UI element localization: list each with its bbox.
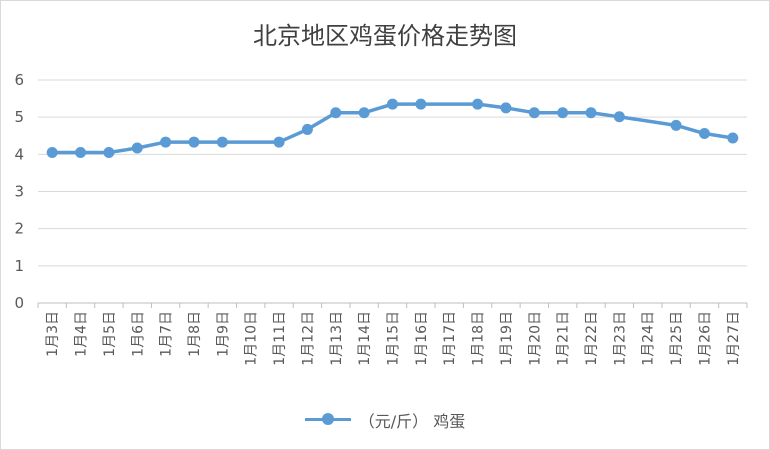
x-axis-ticks: 1月3日 1月4日 1月5日 1月6日 1月7日 1月8日 1月9日 1月10日 1月11日 1月… (45, 311, 742, 366)
x-tick-label: 1月26日 (697, 311, 713, 366)
grid-layer (37, 79, 748, 308)
x-tick-label: 1月7日 (159, 311, 175, 357)
x-tick-label: 1月25日 (669, 311, 685, 366)
x-tick-label: 1月11日 (272, 311, 288, 366)
data-point (557, 107, 569, 119)
data-point (75, 146, 87, 158)
x-tick-label: 1月8日 (187, 311, 203, 357)
x-tick-label: 1月17日 (442, 311, 458, 366)
data-point (500, 102, 512, 114)
x-tick-label: 1月14日 (357, 311, 373, 366)
data-point (216, 136, 228, 148)
y-tick-label: 0 (14, 294, 24, 312)
y-tick-label: 6 (14, 71, 24, 89)
y-tick-label: 4 (14, 145, 24, 163)
data-point (103, 146, 115, 158)
x-tick-label: 1月6日 (130, 311, 146, 357)
x-tick-label: 1月22日 (584, 311, 600, 366)
data-point (46, 146, 58, 158)
data-point (528, 107, 540, 119)
x-tick-label: 1月9日 (215, 311, 231, 357)
data-point (585, 107, 597, 119)
y-axis-ticks: 0 1 2 3 4 5 6 (14, 71, 24, 312)
x-tick-label: 1月4日 (74, 311, 90, 357)
y-tick-label: 2 (14, 220, 24, 238)
data-point (330, 107, 342, 119)
x-tick-label: 1月12日 (300, 311, 316, 366)
data-point (613, 111, 625, 123)
x-tick-label: 1月19日 (499, 311, 515, 366)
legend: （元/斤） 鸡蛋 (0, 406, 770, 432)
data-point (301, 123, 313, 135)
legend-series-marker (304, 413, 351, 425)
data-point (698, 128, 710, 140)
x-tick-label: 1月18日 (471, 311, 487, 366)
x-tick-label: 1月10日 (244, 311, 260, 366)
legend-series-label: （元/斤） 鸡蛋 (358, 411, 466, 431)
data-point (160, 136, 172, 148)
x-tick-label: 1月5日 (102, 311, 118, 357)
series-line-0 (52, 102, 734, 155)
data-point (670, 119, 682, 131)
x-tick-label: 1月24日 (641, 311, 657, 366)
x-tick-label: 1月21日 (556, 311, 572, 366)
chart-title: 北京地区鸡蛋价格走势图 (253, 22, 517, 50)
x-tick-label: 1月23日 (612, 311, 628, 366)
y-tick-label: 1 (14, 257, 24, 275)
x-tick-label: 1月20日 (527, 311, 543, 366)
data-point (273, 136, 285, 148)
y-tick-label: 5 (14, 108, 24, 126)
data-point (358, 107, 370, 119)
data-point (415, 98, 427, 110)
y-tick-label: 3 (14, 183, 24, 201)
x-tick-label: 1月15日 (386, 311, 402, 366)
x-tick-label: 1月27日 (726, 311, 742, 366)
x-tick-label: 1月3日 (45, 311, 61, 357)
data-point (727, 132, 739, 144)
x-tick-label: 1月13日 (329, 311, 345, 366)
x-tick-label: 1月16日 (414, 311, 430, 366)
data-point (387, 98, 398, 110)
data-point (472, 98, 484, 110)
data-point (131, 142, 143, 154)
series-layer (46, 98, 739, 158)
data-point (188, 136, 200, 148)
